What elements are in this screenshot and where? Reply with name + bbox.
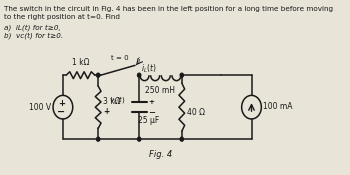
Text: 1 kΩ: 1 kΩ <box>72 58 89 67</box>
Text: 100 mA: 100 mA <box>263 102 293 111</box>
Circle shape <box>138 73 141 77</box>
Text: +: + <box>103 107 109 116</box>
Circle shape <box>180 137 183 141</box>
Circle shape <box>97 137 100 141</box>
Circle shape <box>180 73 183 77</box>
Text: The switch in the circuit in Fig. 4 has been in the left position for a long tim: The switch in the circuit in Fig. 4 has … <box>4 6 333 12</box>
Text: Fig. 4: Fig. 4 <box>149 150 172 159</box>
Text: $i_L(t)$: $i_L(t)$ <box>141 62 156 75</box>
Text: i: i <box>138 57 140 66</box>
Text: to the right position at t=0. Find: to the right position at t=0. Find <box>4 14 120 20</box>
Text: +: + <box>148 99 154 105</box>
Text: −: − <box>148 108 155 117</box>
Circle shape <box>138 137 141 141</box>
Text: 3 kΩ: 3 kΩ <box>103 97 121 106</box>
Text: 40 Ω: 40 Ω <box>187 108 205 117</box>
Text: +: + <box>58 99 65 108</box>
Text: −: − <box>57 107 65 117</box>
Circle shape <box>97 73 100 77</box>
Text: $v_c(t)$: $v_c(t)$ <box>109 94 126 105</box>
Text: 25 μF: 25 μF <box>138 116 159 125</box>
Text: 250 mH: 250 mH <box>146 86 175 95</box>
Text: t = 0: t = 0 <box>112 55 129 61</box>
Text: b)  vc(t) for t≥0.: b) vc(t) for t≥0. <box>4 32 63 38</box>
Text: a)  iL(t) for t≥0,: a) iL(t) for t≥0, <box>4 24 61 31</box>
Text: 100 V: 100 V <box>29 103 51 112</box>
